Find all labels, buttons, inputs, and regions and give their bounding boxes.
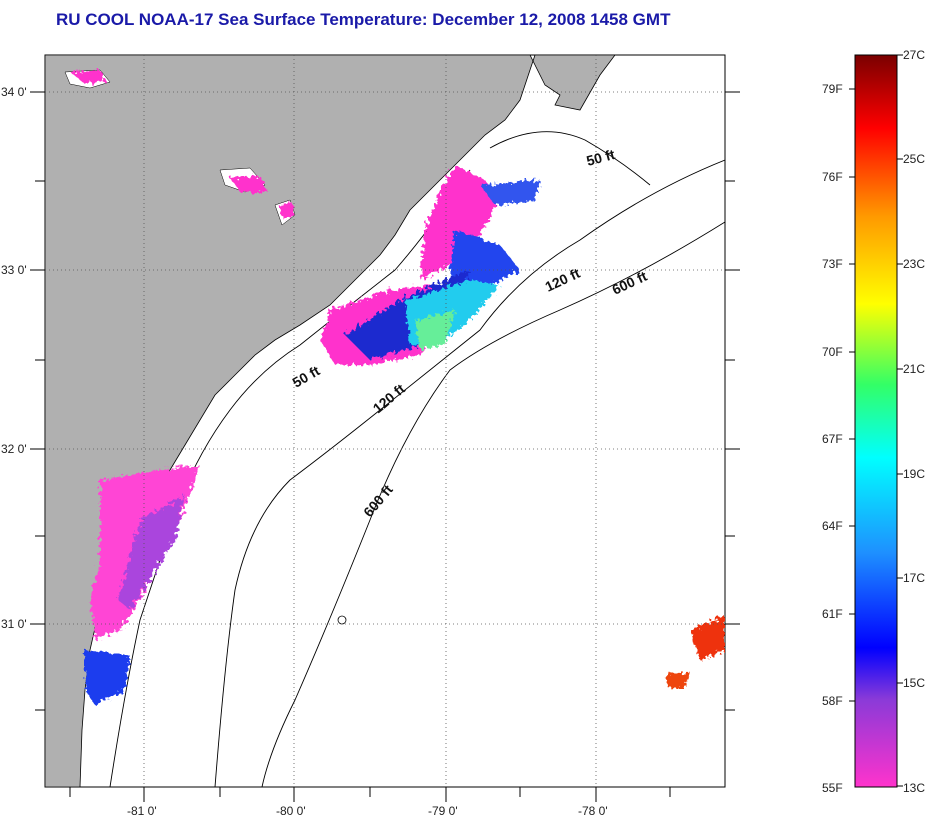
lon-label: -78 0' [578, 804, 608, 817]
contour-600ft [261, 221, 725, 787]
lat-label: 32 0' [1, 442, 27, 456]
colorbar [854, 54, 898, 788]
graticule [45, 55, 725, 787]
colorbar-f-label: 55F [822, 781, 843, 795]
colorbar-f-label: 70F [822, 345, 843, 359]
colorbar-f-label: 67F [822, 432, 843, 446]
colorbar-f-label: 64F [822, 519, 843, 533]
colorbar-f-label: 58F [822, 694, 843, 708]
lat-label: 34 0' [1, 85, 27, 99]
colorbar-ticks [849, 54, 903, 787]
colorbar-f-label: 61F [822, 607, 843, 621]
lon-label: -81 0' [127, 804, 157, 817]
colorbar-c-label: 13C [903, 781, 925, 795]
lon-label: -79 0' [428, 804, 458, 817]
colorbar-f-label: 73F [822, 257, 843, 271]
colorbar-f-label: 79F [822, 82, 843, 96]
contour-50ft [109, 131, 651, 787]
colorbar-c-label: 27C [903, 48, 925, 62]
lon-label: -80 0' [276, 804, 306, 817]
colorbar-c-label: 25C [903, 152, 925, 166]
axis-ticks [30, 91, 740, 802]
contour-120ft [214, 159, 725, 787]
lat-label: 33 0' [1, 263, 27, 277]
lat-label: 31 0' [1, 617, 27, 631]
colorbar-c-label: 21C [903, 362, 925, 376]
land-mass [45, 55, 616, 787]
sst-data [70, 70, 725, 705]
depth-label-50ft: 50 ft [585, 146, 617, 169]
colorbar-c-label: 19C [903, 467, 925, 481]
colorbar-c-label: 15C [903, 676, 925, 690]
colorbar-c-label: 23C [903, 257, 925, 271]
colorbar-c-label: 17C [903, 571, 925, 585]
map-title: RU COOL NOAA-17 Sea Surface Temperature:… [56, 10, 671, 29]
colorbar-f-label: 76F [822, 170, 843, 184]
